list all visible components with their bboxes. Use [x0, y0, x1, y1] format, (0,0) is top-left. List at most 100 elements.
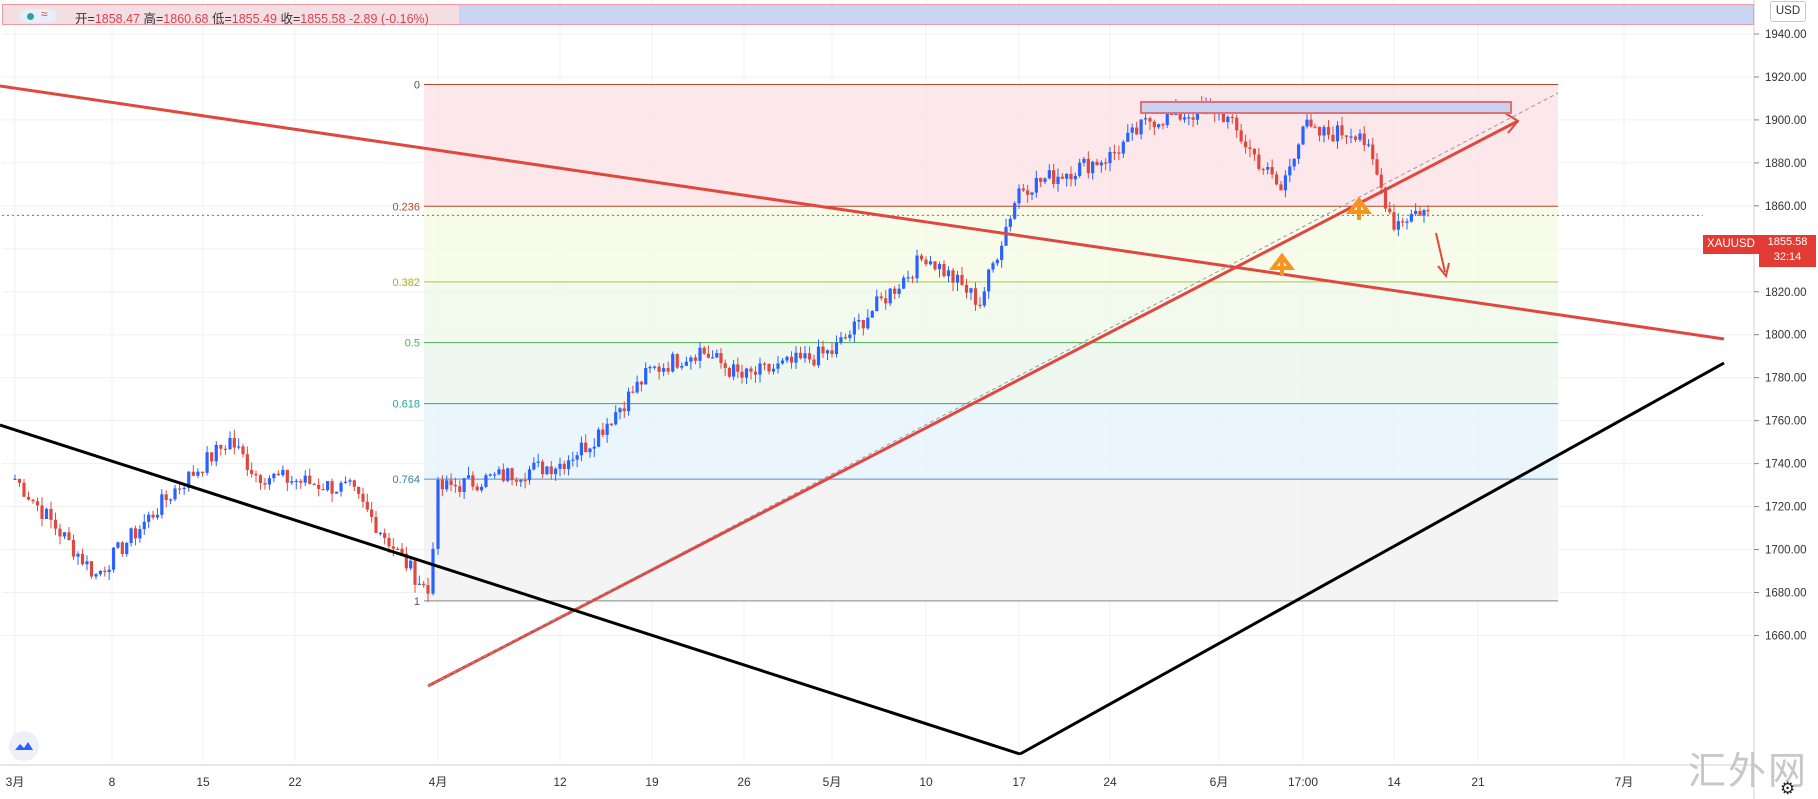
fib-level-label: 0.764: [392, 474, 420, 486]
candle-body: [334, 491, 339, 494]
candle-body: [281, 469, 285, 476]
candle-body: [299, 480, 303, 483]
candle-body: [191, 471, 195, 476]
tradingview-logo-icon[interactable]: [9, 731, 39, 761]
candle-body: [749, 368, 753, 372]
candle-body: [1418, 210, 1422, 216]
time-tick-label: 5月: [823, 775, 842, 789]
candle-body: [519, 479, 523, 482]
resistance-box: [1140, 101, 1512, 114]
candle-body: [365, 501, 369, 510]
candle-body: [228, 437, 232, 450]
candle-body: [53, 519, 58, 529]
candle-body: [1004, 226, 1008, 246]
candle-body: [285, 469, 289, 483]
candle-body: [964, 284, 969, 293]
candle-body: [76, 553, 80, 557]
candle-body: [897, 288, 901, 294]
orange-up-arrow: [1346, 196, 1372, 214]
candle-body: [1112, 151, 1117, 154]
candle-body: [762, 363, 767, 365]
candle-body: [272, 473, 276, 479]
candle-body: [164, 494, 168, 500]
candle-body: [523, 479, 527, 482]
candle-body: [1161, 124, 1165, 126]
candle-body: [404, 553, 408, 569]
currency-button[interactable]: USD: [1770, 1, 1806, 22]
candle-body: [771, 368, 776, 372]
candle-body: [510, 468, 514, 481]
candle-body: [1279, 184, 1283, 191]
candle-body: [1305, 119, 1309, 127]
candle-body: [1008, 218, 1012, 227]
candle-body: [579, 442, 584, 456]
candle-body: [339, 482, 343, 492]
candle-body: [151, 514, 155, 518]
candle-body: [219, 444, 223, 449]
fib-level-label: 0.382: [392, 277, 420, 289]
candle-body: [44, 508, 49, 520]
fib-level-label: 0.618: [392, 399, 420, 411]
price-tick-label: 1780.00: [1765, 373, 1807, 385]
candle-body: [937, 264, 942, 270]
candle-body: [409, 560, 413, 569]
price-tick-label: 1760.00: [1765, 416, 1807, 428]
candle-body: [1257, 154, 1261, 169]
candle-body: [657, 366, 661, 372]
candle-body: [549, 466, 553, 475]
candle-body: [861, 319, 865, 329]
candle-body: [933, 261, 937, 270]
candle-body: [631, 391, 635, 393]
candle-body: [357, 486, 361, 494]
candle-body: [1187, 117, 1191, 119]
candle-body: [1344, 135, 1349, 137]
candle-body: [267, 478, 272, 485]
candle-body: [562, 463, 566, 469]
candle-body: [290, 481, 294, 483]
candle-body: [187, 471, 191, 488]
candle-body: [942, 264, 946, 277]
price-tick-label: 1920.00: [1765, 72, 1807, 84]
candle-body: [888, 288, 892, 304]
symbol-pill[interactable]: [19, 9, 57, 23]
candle-body: [479, 486, 484, 491]
candle-body: [169, 499, 173, 501]
candle-body: [928, 261, 933, 265]
candle-body: [794, 352, 798, 363]
candle-body: [1239, 130, 1243, 142]
candle-body: [466, 475, 471, 479]
candle-body: [85, 561, 89, 565]
candle-body: [1135, 127, 1139, 135]
candle-body: [26, 496, 31, 500]
time-tick-label: 15: [196, 775, 210, 789]
candle-body: [776, 363, 780, 369]
candle-body: [312, 483, 316, 486]
candle-body: [501, 469, 505, 481]
time-tick-label: 10: [919, 775, 933, 789]
red-down-arrowhead: [1437, 262, 1450, 279]
candle-body: [58, 528, 62, 537]
candle-body: [431, 548, 435, 594]
candle-body: [875, 296, 879, 312]
candle-body: [767, 363, 771, 372]
time-tick-label: 14: [1387, 775, 1401, 789]
candle-body: [536, 461, 540, 463]
candle-body: [1221, 107, 1226, 123]
candle-body: [571, 459, 575, 461]
candle-body: [1414, 210, 1418, 215]
candle-body: [330, 481, 334, 494]
candle-body: [80, 553, 85, 565]
candle-body: [622, 408, 626, 412]
candle-body: [566, 460, 571, 469]
candle-body: [361, 493, 365, 502]
candle-body: [258, 475, 263, 483]
gear-icon[interactable]: ⚙: [1780, 779, 1796, 798]
candle-body: [1283, 175, 1287, 191]
candle-body: [417, 583, 421, 585]
candle-body: [1266, 167, 1270, 170]
candle-body: [1301, 126, 1305, 145]
candle-body: [857, 319, 861, 322]
candle-body: [991, 263, 995, 270]
